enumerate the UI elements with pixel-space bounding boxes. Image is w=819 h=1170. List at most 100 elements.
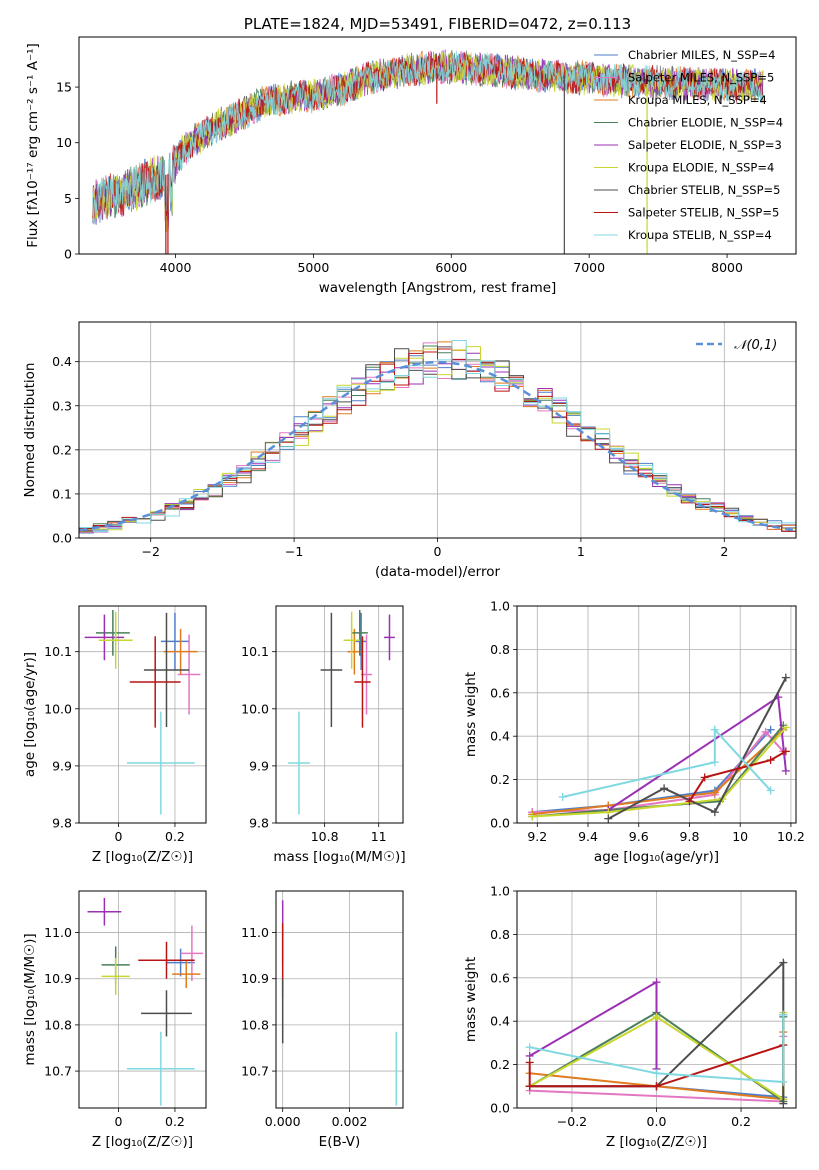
- y-tick-label: 10.9: [241, 971, 269, 986]
- histogram-legend: 𝒩(0,1): [696, 338, 777, 353]
- axes-residuals: −2 −1 0 1 2 0.0 0.1 0.2 0.3 0.4 (data-model)/error…: [22, 322, 796, 580]
- errorbar-points: [288, 609, 395, 815]
- y-tick-label: 9.8: [249, 816, 269, 831]
- y-tick-label: 0.4: [490, 729, 510, 744]
- x-tick-label: 2: [720, 544, 728, 559]
- legend-label: Kroupa MILES, N_SSP=4: [628, 93, 767, 107]
- y-axis-label: mass weight: [463, 672, 479, 757]
- x-tick-label: −1: [285, 544, 303, 559]
- x-axis-label: mass [log₁₀(M/M☉)]: [273, 849, 405, 865]
- x-axis-label: Z [log₁₀(Z/Z☉)]: [606, 1134, 707, 1150]
- x-axis-label: (data-model)/error: [375, 564, 501, 580]
- legend-label: Chabrier STELIB, N_SSP=5: [628, 183, 780, 197]
- panel-frame-mass-vs-Z: [78, 890, 207, 1109]
- x-axis-label: Z [log₁₀(Z/Z☉)]: [92, 1134, 193, 1150]
- legend-label: Kroupa STELIB, N_SSP=4: [628, 228, 772, 242]
- x-tick-label: 0.2: [165, 1114, 185, 1129]
- x-tick-label: 9.4: [578, 829, 598, 844]
- weight-line: [688, 750, 787, 802]
- y-tick-label: 15: [56, 80, 72, 95]
- x-axis-label: wavelength [Angstrom, rest frame]: [319, 280, 557, 296]
- legend-label: 𝒩(0,1): [734, 338, 777, 353]
- spectrum-legend: Chabrier MILES, N_SSP=4 Salpeter MILES, N…: [594, 48, 783, 242]
- x-tick-label: 9.6: [629, 829, 649, 844]
- y-tick-label: 0.2: [490, 772, 510, 787]
- errorbar-points: [87, 897, 204, 1106]
- y-tick-label: 5: [64, 191, 72, 206]
- x-tick-label: 8000: [711, 260, 743, 275]
- y-tick-label: 10.8: [44, 1017, 72, 1032]
- axes-spectrum: 4000 5000 6000 7000 8000 0 5 10 15 wavelength [An…: [25, 43, 743, 296]
- weight-line: [529, 1014, 785, 1084]
- y-tick-label: 0: [64, 247, 72, 262]
- x-tick-label: −2: [141, 544, 159, 559]
- axes-weight-vs-age: 9.2 9.4 9.6 9.8 10 10.2 0.0 0.2 0.4 0.6 0.8 1.0 age …: [463, 599, 805, 866]
- axes-weight-vs-Z: −0.2 0.0 0.2 0.0 0.2 0.4 0.6 0.8 1.0 Z [log₁₀(Z/Z…: [463, 884, 796, 1150]
- weight-series: [525, 958, 788, 1108]
- legend-label: Chabrier MILES, N_SSP=4: [628, 48, 775, 62]
- axes-age-vs-mass: 10.8 11 9.8 9.9 10.0 10.1 mass [log₁₀(M/M☉)]: [241, 606, 406, 865]
- x-tick-label: 0.2: [731, 1114, 751, 1129]
- x-tick-label: 5000: [297, 260, 329, 275]
- axes-mass-vs-Z: 0 0.2 10.7 10.8 10.9 11.0 Z [log₁₀(Z/Z☉)] mass …: [22, 891, 206, 1150]
- spectrum-series-line: [92, 50, 764, 222]
- spectrum-frame: [78, 36, 797, 255]
- x-tick-label: 7000: [573, 260, 605, 275]
- x-tick-label: 9.8: [680, 829, 700, 844]
- normal-curve: [79, 360, 796, 532]
- y-tick-label: 1.0: [490, 884, 510, 899]
- y-tick-label: 0.4: [490, 1014, 510, 1029]
- x-axis-label: age [log₁₀(age/yr)]: [594, 849, 719, 865]
- legend-label: Chabrier ELODIE, N_SSP=4: [628, 116, 783, 130]
- y-tick-label: 0.8: [490, 642, 510, 657]
- y-tick-label: 10: [56, 135, 72, 150]
- x-tick-label: 0: [115, 1114, 123, 1129]
- y-tick-label: 0.3: [52, 398, 72, 413]
- x-tick-label: 4000: [160, 260, 192, 275]
- weight-series: [528, 673, 790, 823]
- errorbar-points: [281, 900, 398, 1106]
- y-tick-label: 0.0: [490, 816, 510, 831]
- axes-age-vs-Z: 0 0.2 9.8 9.9 10.0 10.1 Z [log₁₀(Z/Z☉)] age [lo…: [22, 606, 206, 865]
- spectrum-title: PLATE=1824, MJD=53491, FIBERID=0472, z=0…: [244, 15, 631, 33]
- x-tick-label: 0.002: [332, 1114, 368, 1129]
- spectrum-lines: [92, 49, 764, 254]
- y-tick-label: 0.6: [490, 970, 510, 985]
- x-tick-label: 10.8: [311, 829, 339, 844]
- y-axis-label: Flux [fλ10⁻¹⁷ erg cm⁻² s⁻¹ A⁻¹]: [25, 43, 41, 248]
- panel-frame-weight-vs-Z: [516, 890, 797, 1109]
- y-tick-label: 10.7: [44, 1064, 72, 1079]
- y-tick-label: 11.0: [241, 925, 269, 940]
- panel-frame-weight-vs-age: [516, 605, 797, 824]
- y-tick-label: 9.9: [249, 758, 269, 773]
- y-tick-label: 10.7: [241, 1064, 269, 1079]
- x-tick-label: 0.000: [265, 1114, 301, 1129]
- legend-label: Kroupa ELODIE, N_SSP=4: [628, 161, 774, 175]
- y-axis-label: mass weight: [463, 957, 479, 1042]
- x-tick-label: 11: [371, 829, 387, 844]
- y-tick-label: 11.0: [44, 925, 72, 940]
- panel-frame-age-vs-Z: [78, 605, 207, 824]
- y-tick-label: 0.8: [490, 927, 510, 942]
- x-tick-label: 9.2: [527, 829, 547, 844]
- y-tick-label: 0.1: [52, 486, 72, 501]
- y-tick-label: 0.0: [490, 1101, 510, 1116]
- y-tick-label: 1.0: [490, 599, 510, 614]
- y-tick-label: 9.9: [52, 758, 72, 773]
- x-tick-label: 1: [577, 544, 585, 559]
- weight-line: [562, 727, 772, 798]
- x-tick-label: 0.2: [165, 829, 185, 844]
- weight-line: [529, 980, 658, 1069]
- y-tick-label: 10.0: [44, 701, 72, 716]
- y-tick-label: 10.0: [241, 701, 269, 716]
- panel-frame-mass-vs-ebv: [275, 890, 404, 1109]
- y-tick-label: 10.1: [241, 644, 269, 659]
- y-axis-label: age [log₁₀(age/yr)]: [22, 652, 38, 777]
- axes-mass-vs-ebv: 0.000 0.002 10.7 10.8 10.9 11.0 E(B-V): [241, 891, 403, 1150]
- panel-frame-age-vs-mass: [275, 605, 404, 824]
- y-tick-label: 0.2: [52, 442, 72, 457]
- y-tick-label: 9.8: [52, 816, 72, 831]
- legend-label: Salpeter MILES, N_SSP=5: [628, 71, 774, 85]
- x-tick-label: 0: [115, 829, 123, 844]
